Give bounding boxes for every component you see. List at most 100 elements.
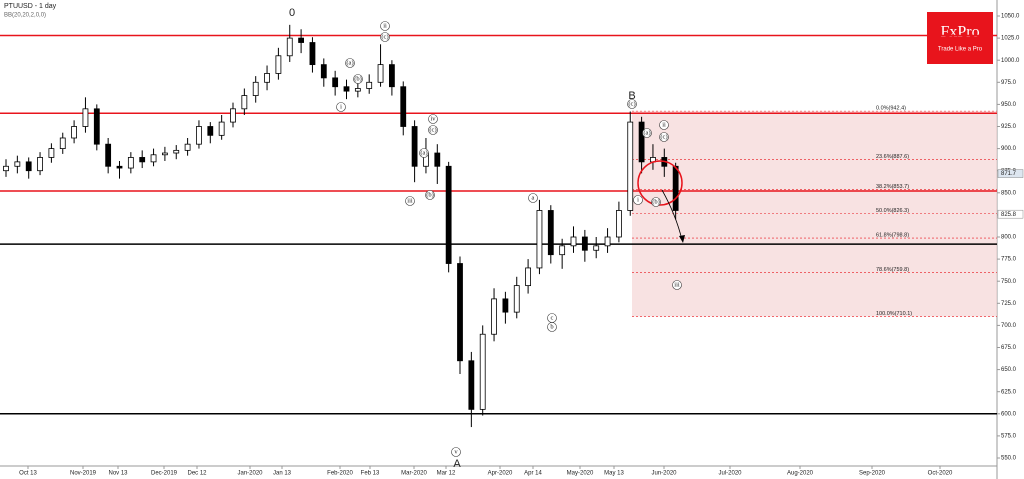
wave-marker [380, 32, 390, 42]
candle-body [491, 298, 497, 335]
y-tick-label: 1050.0 [1001, 14, 1020, 20]
brand-logo [927, 12, 993, 64]
y-tick-label: 1000.0 [1001, 58, 1020, 64]
candle-body [343, 86, 350, 92]
y-tick-label: 700.0 [1001, 323, 1017, 329]
candle-body [230, 108, 236, 123]
y-tick-label: 600.0 [1001, 411, 1017, 417]
chart-title: PTUUSD - 1 day [4, 3, 57, 10]
candle-body [388, 64, 395, 88]
candle-body [207, 126, 214, 136]
wave-label: i [637, 196, 639, 203]
candle-body [298, 37, 305, 43]
candle-body [581, 236, 588, 251]
fib-box [632, 111, 997, 317]
wave-label: iii [407, 197, 413, 204]
candle-body [139, 157, 146, 163]
x-tick-label: Aug-2020 [787, 471, 814, 477]
candle-body [105, 143, 112, 167]
wave-label: (b) [652, 198, 660, 205]
wave-marker [672, 280, 682, 290]
wave-label: (b) [426, 191, 434, 198]
candle-body [275, 55, 282, 74]
wave-marker [353, 74, 363, 84]
arrow-head [679, 235, 685, 243]
wave-marker [528, 193, 538, 203]
x-tick-label: May 13 [604, 471, 624, 477]
wave-label: (a) [420, 149, 427, 156]
y-tick-label: 850.0 [1001, 190, 1017, 196]
price-tag-label: 825.8 [1001, 212, 1017, 218]
wave-label: (c) [381, 33, 388, 40]
x-tick-label: Mar 12 [437, 471, 456, 477]
candle-body [59, 137, 66, 150]
candle-body [354, 88, 361, 92]
y-tick-label: 975.0 [1001, 80, 1017, 86]
wave-label: c [551, 314, 554, 321]
candle-body [116, 165, 123, 169]
wave-label: 0 [289, 7, 295, 19]
candle-body [593, 245, 600, 251]
x-tick-label: Oct-2020 [928, 471, 953, 477]
wave-label: ii [383, 22, 387, 29]
y-tick-label: 675.0 [1001, 345, 1017, 351]
candle-body [411, 126, 418, 167]
x-tick-label: Jan 13 [273, 471, 292, 477]
candle-body [320, 64, 327, 79]
candle-body [161, 152, 168, 156]
candle-body [286, 37, 293, 57]
x-tick-label: Oct 13 [19, 471, 37, 477]
candle-body [173, 149, 180, 154]
wave-label: a [532, 194, 535, 201]
x-tick-label: Jan-2020 [237, 471, 263, 477]
wave-marker [336, 102, 346, 112]
candle-body [3, 165, 9, 172]
wave-label: (c) [628, 100, 635, 107]
wave-label: iii [674, 281, 680, 288]
x-tick-label: Nov 13 [108, 471, 128, 477]
candle-body [616, 210, 622, 238]
candle-body [434, 152, 441, 167]
wave-label: v [454, 448, 458, 455]
brand-tagline: Trade Like a Pro [938, 47, 983, 53]
candle-body [536, 210, 543, 269]
wave-marker [425, 190, 435, 200]
candle-body [25, 161, 32, 172]
wave-label: B [628, 90, 635, 102]
wave-label: (c) [429, 126, 436, 133]
candle-body [638, 121, 645, 163]
fib-label: 0.0%(942.4) [876, 106, 906, 112]
fib-label: 78.6%(759.8) [876, 267, 909, 273]
wave-marker [428, 125, 438, 135]
x-tick-label: Feb-2020 [327, 471, 353, 477]
candle-body [14, 161, 21, 167]
wave-label: i [340, 103, 342, 110]
fib-label: 38.2%(853.7) [876, 184, 909, 190]
candle-body [264, 73, 270, 83]
candle-body [479, 333, 486, 410]
candle-body [604, 236, 611, 247]
candle-body [559, 245, 566, 256]
highlight-circle [637, 160, 683, 206]
x-tick-label: Feb 13 [361, 471, 380, 477]
price-tag-label: 871.7 [1001, 171, 1017, 177]
candle-body [672, 165, 679, 211]
x-tick-label: Dec-2019 [151, 471, 178, 477]
fib-label: 50.0%(826.3) [876, 208, 909, 214]
y-tick-label: 950.0 [1001, 102, 1017, 108]
candle-body [252, 81, 259, 96]
x-tick-label: Sep-2020 [859, 471, 886, 477]
chart-subtitle: BB(20,20,2,0,0) [4, 13, 46, 19]
candle-body [445, 165, 452, 264]
candle-body [400, 86, 407, 127]
candle-body [547, 210, 554, 256]
y-tick-label: 750.0 [1001, 279, 1017, 285]
candle-body [377, 64, 384, 83]
y-tick-label: 625.0 [1001, 389, 1017, 395]
y-tick-label: 575.0 [1001, 433, 1017, 439]
wave-marker [451, 447, 461, 457]
candle-body [127, 157, 134, 169]
wave-label: ii [662, 121, 666, 128]
x-tick-label: Jul-2020 [718, 471, 742, 477]
